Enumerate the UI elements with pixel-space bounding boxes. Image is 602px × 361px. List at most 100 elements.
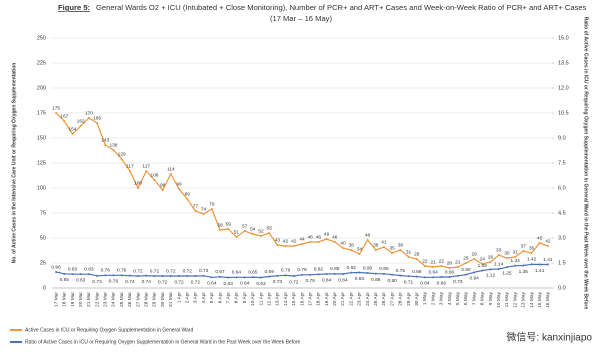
point bbox=[301, 243, 303, 245]
point bbox=[260, 276, 263, 279]
data-label: 100 bbox=[134, 180, 142, 186]
y2-tick-label: 3.0 bbox=[558, 235, 566, 241]
point bbox=[350, 249, 353, 251]
data-label: 79 bbox=[209, 201, 215, 207]
x-tick-label: 11 Apr bbox=[258, 292, 264, 306]
x-tick-label: 28 Apr bbox=[398, 292, 404, 306]
x-tick-label: 14 Apr bbox=[283, 292, 289, 306]
data-label: 1.35 bbox=[519, 269, 529, 275]
data-label: 0.85 bbox=[60, 277, 70, 283]
point bbox=[104, 144, 107, 146]
data-label: 154 bbox=[68, 126, 76, 132]
point bbox=[481, 269, 484, 272]
point bbox=[112, 149, 115, 151]
data-label: 0.64 bbox=[420, 281, 430, 287]
point bbox=[128, 274, 131, 277]
data-label: 29 bbox=[471, 251, 477, 257]
x-tick-label: 9 Apr bbox=[242, 292, 248, 304]
data-label: 0.80 bbox=[461, 267, 471, 273]
y-tick-label: 125 bbox=[37, 160, 46, 166]
point bbox=[268, 232, 271, 234]
point bbox=[514, 264, 517, 267]
data-label: 0.76 bbox=[281, 268, 291, 274]
x-tick-label: 29 Mar bbox=[152, 292, 158, 307]
data-label: 0.74 bbox=[125, 279, 135, 285]
x-tick-label: 2 Apr bbox=[185, 292, 191, 304]
point bbox=[169, 275, 172, 277]
y2-tick-label: 4.5 bbox=[558, 210, 566, 216]
point bbox=[120, 158, 123, 160]
point bbox=[292, 245, 295, 247]
point bbox=[169, 173, 172, 175]
y-tick-label: 250 bbox=[37, 35, 46, 41]
data-label: 1.14 bbox=[494, 261, 504, 267]
y-tick-label: 175 bbox=[37, 110, 46, 116]
data-label: 0.94 bbox=[469, 276, 479, 282]
point bbox=[366, 239, 369, 241]
point bbox=[505, 266, 508, 269]
data-label: 0.76 bbox=[109, 279, 119, 285]
point bbox=[440, 276, 443, 278]
point bbox=[341, 273, 344, 275]
point bbox=[194, 275, 197, 277]
data-label: 42 bbox=[291, 238, 297, 244]
point bbox=[79, 273, 82, 276]
x-tick-label: 3 Apr bbox=[193, 292, 199, 304]
data-label: 0.79 bbox=[297, 267, 307, 273]
data-label: 0.72 bbox=[158, 279, 168, 285]
point bbox=[522, 250, 525, 252]
point bbox=[145, 274, 148, 277]
x-tick-label: 19 Mar bbox=[70, 292, 76, 307]
data-label: 0.73 bbox=[199, 268, 209, 274]
x-tick-label: 14 May bbox=[529, 291, 535, 307]
point bbox=[243, 230, 246, 232]
data-label: 31 bbox=[512, 249, 518, 255]
point bbox=[448, 276, 451, 278]
data-label: 74 bbox=[201, 206, 207, 212]
point bbox=[374, 272, 377, 275]
data-label: 48 bbox=[365, 232, 371, 238]
point bbox=[432, 266, 435, 268]
point bbox=[153, 275, 156, 277]
x-tick-label: 26 Apr bbox=[381, 292, 387, 306]
point bbox=[227, 276, 230, 279]
point bbox=[415, 275, 418, 278]
point bbox=[202, 274, 205, 277]
data-label: 0.64 bbox=[232, 270, 242, 276]
y2-axis-label: Ratio of Active Cases in ICU or Requirin… bbox=[583, 17, 589, 310]
y-tick-label: 200 bbox=[37, 85, 46, 91]
point bbox=[366, 272, 369, 274]
data-label: 0.73 bbox=[453, 279, 463, 285]
y-tick-label: 100 bbox=[37, 185, 46, 191]
data-label: 26 bbox=[488, 254, 494, 260]
data-label: 22 bbox=[422, 258, 428, 264]
point bbox=[350, 271, 353, 274]
data-label: 44 bbox=[299, 236, 305, 242]
x-tick-label: 13 Apr bbox=[275, 292, 281, 306]
point bbox=[235, 236, 238, 238]
data-label: 0.72 bbox=[150, 268, 160, 274]
x-tick-label: 15 May bbox=[537, 291, 543, 307]
data-label: 0.75 bbox=[396, 268, 406, 274]
point bbox=[538, 263, 541, 266]
point bbox=[497, 268, 500, 270]
x-tick-label: 21 Apr bbox=[340, 292, 346, 306]
point bbox=[530, 263, 533, 266]
x-tick-label: 25 Mar bbox=[119, 292, 125, 307]
point bbox=[251, 233, 254, 235]
point bbox=[505, 257, 508, 259]
data-label: 45 bbox=[537, 235, 543, 241]
point bbox=[301, 273, 303, 276]
point bbox=[489, 261, 492, 263]
point bbox=[407, 256, 410, 258]
y-tick-label: 75 bbox=[40, 210, 46, 216]
data-label: 0.73 bbox=[92, 279, 102, 285]
x-tick-label: 31 Mar bbox=[168, 292, 174, 307]
point bbox=[456, 266, 459, 268]
watermark: 微信号: kanxinjiapo bbox=[506, 331, 592, 344]
data-label: 0.90 bbox=[363, 265, 373, 271]
x-tick-label: 17 Apr bbox=[307, 292, 313, 306]
point bbox=[309, 273, 312, 276]
point bbox=[546, 245, 549, 247]
data-label: 98 bbox=[160, 182, 166, 188]
